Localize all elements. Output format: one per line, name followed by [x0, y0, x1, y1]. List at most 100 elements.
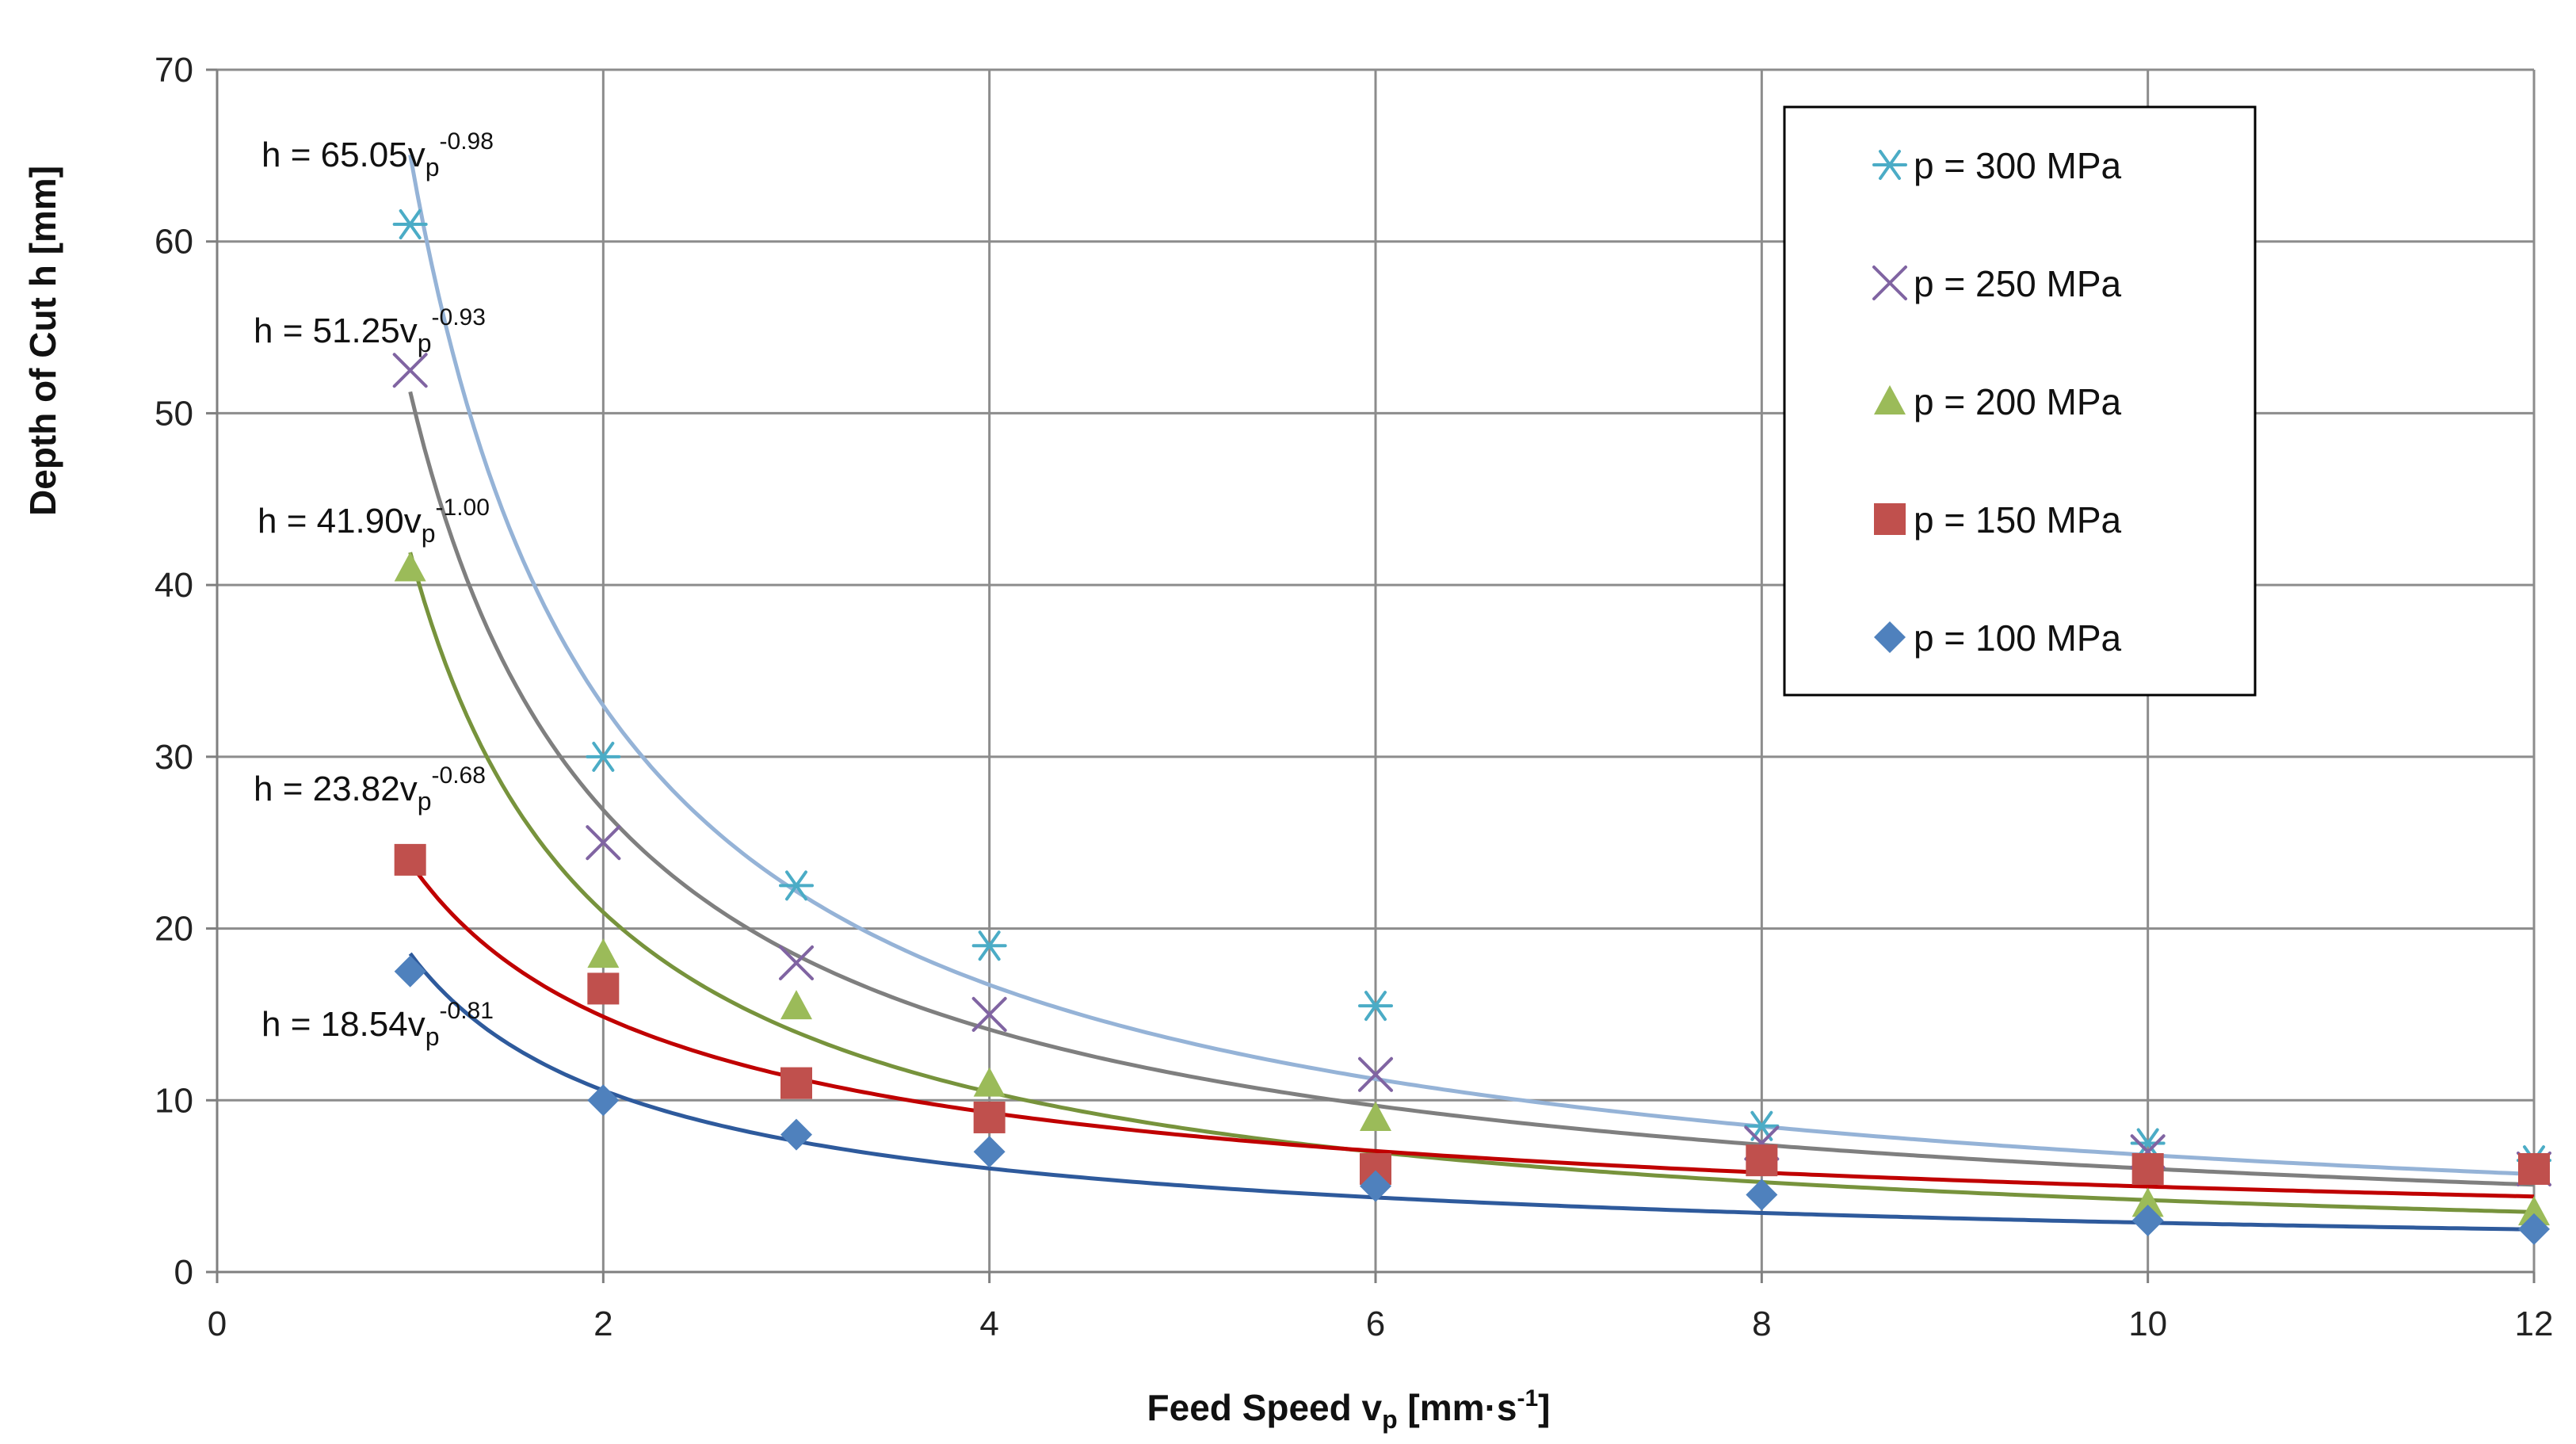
marker-p-200-mpa-x3-shape [780, 990, 812, 1020]
marker-p-150-mpa-x8-shape [1746, 1144, 1778, 1177]
fit-curve-p-300-mpa [408, 154, 2535, 1176]
marker-p-300-mpa-x1-stroke-d2 [399, 209, 422, 240]
marker-p-200-mpa-x4 [973, 1067, 1006, 1097]
marker-p-200-mpa-x4-shape [973, 1067, 1006, 1097]
marker-p-150-mpa-x8 [1746, 1144, 1778, 1177]
legend-marker-p-300-mpa [1872, 150, 1907, 180]
marker-p-150-mpa-x4 [973, 1101, 1006, 1133]
marker-p-100-mpa-x3 [780, 1118, 812, 1151]
marker-p-150-mpa-x1 [394, 843, 426, 876]
equation-sup: -0.98 [440, 128, 494, 155]
equation-sup: -1.00 [436, 495, 490, 521]
x-axis-title-unit: [mm·s [1398, 1387, 1517, 1428]
equation-label-p-250-mpa: h = 51.25vp-0.93 [254, 304, 486, 357]
marker-p-300-mpa-x4-stroke-d2 [978, 930, 1001, 961]
marker-p-100-mpa-x12 [2518, 1213, 2550, 1245]
y-tick-label-40: 40 [155, 566, 193, 605]
legend-label-p-200-mpa: p = 200 MPa [1914, 381, 2122, 422]
marker-p-150-mpa-x1-shape [394, 843, 426, 876]
equation-label-p-300-mpa: h = 65.05vp-0.98 [261, 128, 494, 181]
x-axis-title-sub: p [1382, 1405, 1398, 1434]
y-axis-title: Depth of Cut h [mm] [22, 166, 63, 516]
axes [206, 68, 2536, 1283]
equation-sup: -0.93 [432, 304, 486, 330]
fit-curve-p-100-mpa [408, 952, 2535, 1232]
fit-curve-p-200-mpa [408, 552, 2535, 1214]
equation-prefix: h = 18.54v [261, 1005, 426, 1044]
x-tick-label-4: 4 [979, 1305, 998, 1343]
marker-p-100-mpa-x4-shape [973, 1136, 1006, 1168]
marker-p-100-mpa-x3-shape [780, 1118, 812, 1151]
marker-p-100-mpa-x4 [973, 1136, 1006, 1168]
marker-p-250-mpa-x2 [586, 825, 621, 861]
x-axis-title-end: ] [1538, 1387, 1550, 1428]
marker-p-250-mpa-x6-stroke-d2 [1358, 1056, 1393, 1092]
marker-p-300-mpa-x2-stroke-d2 [592, 741, 615, 772]
x-tick-label-8: 8 [1752, 1305, 1771, 1343]
tick-labels: 0 10 20 30 40 50 60 70 0 2 4 6 8 10 12 [155, 51, 2553, 1343]
equation-prefix: h = 23.82v [254, 770, 418, 808]
equation-sub: p [422, 519, 436, 548]
marker-p-100-mpa-x1-shape [394, 955, 426, 987]
marker-p-100-mpa-x2 [587, 1084, 620, 1117]
x-tick-label-12: 12 [2515, 1305, 2554, 1343]
marker-p-250-mpa-x6 [1358, 1056, 1393, 1092]
marker-p-300-mpa-x1 [392, 209, 428, 240]
marker-p-250-mpa-x1 [392, 353, 428, 388]
marker-p-150-mpa-x3-shape [780, 1067, 812, 1099]
equation-sub: p [418, 787, 432, 816]
legend-marker-p-150-mpa [1874, 503, 1906, 535]
marker-p-200-mpa-x12-shape [2518, 1196, 2550, 1226]
x-axis-title-unit-sup: -1 [1517, 1385, 1538, 1412]
data-markers [392, 209, 2551, 1245]
marker-p-250-mpa-x4 [971, 996, 1007, 1032]
marker-p-100-mpa-x8-shape [1746, 1179, 1778, 1211]
marker-p-250-mpa-x4-stroke-d2 [971, 996, 1007, 1032]
equation-prefix: h = 65.05v [261, 136, 426, 174]
legend-box [1783, 105, 2257, 697]
marker-p-150-mpa-x2 [587, 972, 620, 1005]
legend-marker-p-100-mpa-shape [1874, 621, 1906, 653]
marker-p-100-mpa-x8 [1746, 1179, 1778, 1211]
marker-p-100-mpa-x6 [1360, 1170, 1391, 1202]
y-tick-label-20: 20 [155, 910, 193, 949]
marker-p-150-mpa-x10-shape [2131, 1152, 2164, 1185]
marker-p-200-mpa-x6-shape [1360, 1101, 1391, 1131]
marker-p-300-mpa-x2 [586, 741, 621, 772]
marker-p-150-mpa-x3 [780, 1067, 812, 1099]
equation-sub: p [426, 1022, 440, 1051]
x-axis-title: Feed Speed vp [mm·s-1] [1147, 1385, 1551, 1434]
equation-label-p-150-mpa: h = 23.82vp-0.68 [254, 762, 486, 816]
marker-p-200-mpa-x1-shape [394, 552, 426, 582]
x-tick-label-10: 10 [2128, 1305, 2167, 1343]
legend-marker-p-150-mpa-shape [1874, 503, 1906, 535]
equation-label-p-100-mpa: h = 18.54vp-0.81 [261, 998, 494, 1051]
y-tick-label-60: 60 [155, 223, 193, 262]
equation-prefix: h = 51.25v [254, 311, 418, 350]
legend-label-p-300-mpa: p = 300 MPa [1914, 145, 2122, 186]
marker-p-200-mpa-x2 [587, 938, 620, 968]
legend: p = 300 MPa p = 250 MPa p = 200 MPa p = 150… [1783, 105, 2257, 697]
x-axis-title-main: Feed Speed v [1147, 1387, 1383, 1428]
y-tick-label-50: 50 [155, 394, 193, 433]
marker-p-100-mpa-x2-shape [587, 1084, 620, 1117]
marker-p-300-mpa-x3 [779, 870, 814, 901]
marker-p-150-mpa-x4-shape [973, 1101, 1006, 1133]
marker-p-200-mpa-x10-shape [2131, 1187, 2164, 1217]
legend-marker-p-200-mpa-shape [1874, 385, 1906, 414]
marker-p-250-mpa-x3-stroke-d2 [779, 945, 814, 980]
legend-marker-p-250-mpa [1872, 265, 1907, 300]
legend-marker-p-100-mpa [1874, 621, 1906, 653]
marker-p-100-mpa-x10 [2131, 1204, 2164, 1236]
marker-p-150-mpa-x2-shape [587, 972, 620, 1005]
legend-label-p-100-mpa: p = 100 MPa [1914, 617, 2122, 659]
x-tick-label-2: 2 [593, 1305, 613, 1343]
marker-p-100-mpa-x6-shape [1360, 1170, 1391, 1202]
y-tick-label-70: 70 [155, 51, 193, 90]
marker-p-200-mpa-x2-shape [587, 938, 620, 968]
fit-curve-p-150-mpa [408, 861, 2535, 1199]
marker-p-100-mpa-x1 [394, 955, 426, 987]
marker-p-300-mpa-x10-stroke-d2 [2136, 1128, 2159, 1159]
marker-p-150-mpa-x12 [2518, 1152, 2550, 1185]
